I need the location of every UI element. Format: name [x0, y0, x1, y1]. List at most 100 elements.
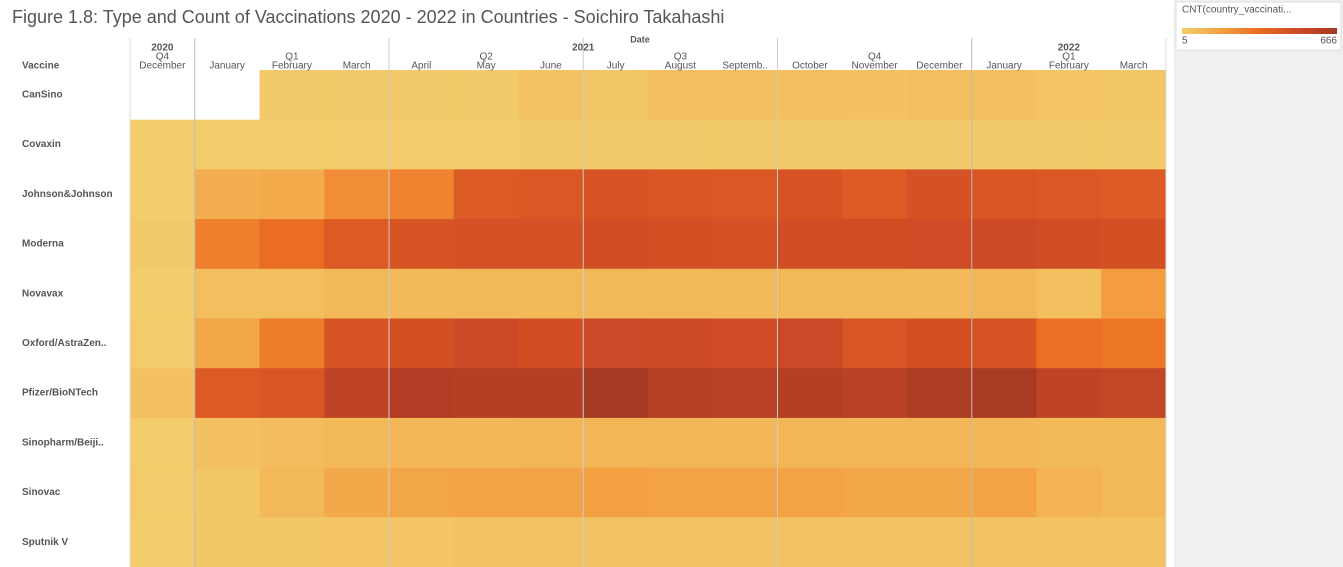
heat-cell	[518, 517, 584, 567]
y-tick-label: Covaxin	[22, 139, 61, 150]
heat-cell	[712, 318, 778, 369]
heat-cell	[518, 318, 584, 369]
heat-cell	[1036, 119, 1102, 170]
quarter-label: Q4	[156, 52, 170, 63]
heat-cell	[583, 70, 649, 121]
heat-cell	[389, 517, 455, 567]
heat-cell	[712, 467, 778, 518]
heat-cell	[907, 268, 973, 319]
x-tick-label: February	[272, 61, 312, 72]
x-tick-label: March	[343, 61, 371, 72]
heat-cell	[194, 517, 260, 567]
heat-cell	[389, 119, 455, 170]
x-tick-label: May	[477, 61, 496, 72]
heat-cell	[259, 517, 325, 567]
x-tick-label: January	[986, 61, 1022, 72]
heat-cell	[648, 119, 714, 170]
x-tick-label: Septemb..	[722, 61, 768, 72]
x-axis-label: Date	[630, 34, 650, 44]
heat-cell	[324, 119, 390, 170]
heat-cell	[971, 70, 1037, 121]
chart-title: Figure 1.8: Type and Count of Vaccinatio…	[12, 7, 724, 27]
heat-cell	[453, 368, 519, 419]
heat-cell	[324, 318, 390, 369]
heat-cell	[583, 368, 649, 419]
heat-cell	[907, 318, 973, 369]
heat-cell	[648, 417, 714, 469]
legend-gradient	[1182, 28, 1337, 34]
legend-title: CNT(country_vaccinati...	[1182, 5, 1291, 16]
heat-cell	[130, 467, 196, 518]
heat-cell	[712, 368, 778, 419]
heat-cell	[389, 417, 455, 469]
heat-cell	[1036, 318, 1102, 369]
heat-cell	[1101, 70, 1167, 121]
heat-cell	[842, 268, 908, 319]
y-tick-label: Sputnik V	[22, 537, 68, 548]
y-tick-label: CanSino	[22, 89, 63, 100]
y-tick-label: Oxford/AstraZen..	[22, 338, 107, 349]
heat-cell	[389, 368, 455, 419]
heat-cell	[648, 318, 714, 369]
quarter-label: Q1	[1062, 52, 1076, 63]
heat-cell	[907, 219, 973, 270]
heat-cell	[583, 318, 649, 369]
heat-cell	[1036, 467, 1102, 518]
x-tick-label: June	[540, 61, 562, 72]
heat-cell	[453, 119, 519, 170]
heat-cell	[259, 119, 325, 170]
heat-cell	[518, 169, 584, 220]
y-axis-label: Vaccine	[22, 61, 60, 72]
y-tick-label: Pfizer/BioNTech	[22, 388, 98, 399]
heat-cell	[1036, 517, 1102, 567]
heat-cell	[777, 268, 843, 319]
heat-cell	[453, 268, 519, 319]
heat-cell	[130, 219, 196, 270]
heat-cell	[259, 318, 325, 369]
y-tick-label: Moderna	[22, 239, 64, 250]
y-tick-label: Sinovac	[22, 487, 61, 498]
heat-cell	[130, 169, 196, 220]
heat-cell	[1101, 268, 1167, 319]
heat-cell	[1101, 368, 1167, 419]
heat-cell	[971, 368, 1037, 419]
heat-cell	[583, 268, 649, 319]
heat-cell	[1101, 169, 1167, 220]
x-tick-label: December	[916, 61, 963, 72]
heat-cell	[971, 417, 1037, 469]
x-tick-label: December	[139, 61, 186, 72]
heat-cell	[712, 169, 778, 220]
heat-cell	[907, 169, 973, 220]
heat-cell	[259, 417, 325, 469]
heat-cell	[1101, 119, 1167, 170]
heat-cell	[194, 169, 260, 220]
heat-cell	[907, 368, 973, 419]
year-label: 2020	[151, 43, 174, 54]
heat-cell	[648, 368, 714, 419]
year-label: 2022	[1058, 43, 1081, 54]
x-tick-label: March	[1120, 61, 1148, 72]
heat-cell	[842, 417, 908, 469]
heat-cell	[518, 467, 584, 518]
heat-cell	[842, 318, 908, 369]
heat-cell	[648, 169, 714, 220]
heat-cell	[712, 417, 778, 469]
heat-cell	[842, 70, 908, 121]
x-tick-label: January	[209, 61, 245, 72]
heat-cell	[971, 219, 1037, 270]
heat-cell	[1036, 417, 1102, 469]
heat-cell	[971, 318, 1037, 369]
heat-cell	[389, 169, 455, 220]
heat-cell	[777, 417, 843, 469]
legend-min: 5	[1182, 36, 1188, 47]
heat-cell	[583, 169, 649, 220]
heat-cell	[1036, 268, 1102, 319]
heat-cell	[712, 517, 778, 567]
heat-cell	[389, 70, 455, 121]
heat-cell	[971, 268, 1037, 319]
heat-cell	[583, 467, 649, 518]
heat-cell	[648, 467, 714, 518]
x-tick-label: February	[1049, 61, 1089, 72]
heat-cell	[259, 467, 325, 518]
legend-box	[1175, 1, 1342, 51]
